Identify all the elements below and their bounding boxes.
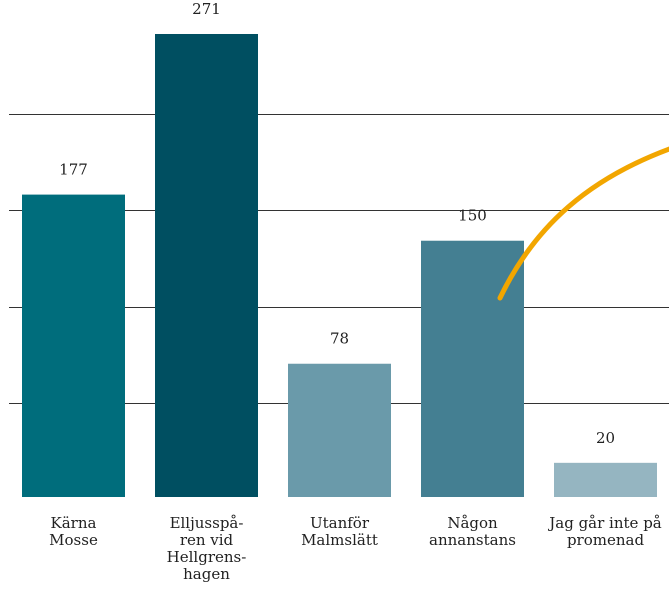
value-label-2: 271	[192, 0, 221, 18]
bar-1	[22, 194, 125, 497]
bar-3	[288, 363, 391, 497]
category-label-4: Någon annanstans	[429, 514, 516, 549]
bars	[22, 33, 657, 498]
value-label-4: 150	[458, 207, 487, 225]
category-label-2: Elljusspå-ren vid Hellgrens-hagen	[167, 514, 247, 583]
overlay-curve	[497, 146, 669, 301]
value-label-1: 177	[59, 161, 88, 179]
overlay-curve-line	[497, 146, 669, 301]
category-labels: Kärna Mosse Elljusspå-ren vid Hellgrens-hag…	[49, 514, 662, 583]
value-label-5: 20	[596, 429, 615, 447]
value-labels: 177 271 78 150 20	[59, 0, 615, 447]
category-label-3: Utanför Malmslätt	[301, 514, 378, 549]
category-label-1: Kärna Mosse	[49, 514, 98, 549]
bar-2	[155, 33, 258, 498]
category-label-5: Jag går inte på promenad	[547, 514, 662, 549]
value-label-3: 78	[330, 330, 349, 348]
bar-5	[554, 462, 657, 497]
